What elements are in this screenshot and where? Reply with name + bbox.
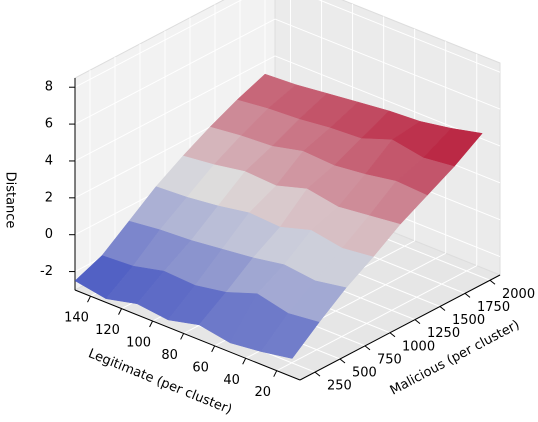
y-tick-label: 250 bbox=[327, 379, 352, 394]
tick-mark bbox=[414, 319, 421, 325]
x-tick-label: 20 bbox=[254, 385, 271, 400]
y-tick-label: 1500 bbox=[452, 313, 485, 328]
x-tick-label: 40 bbox=[223, 373, 240, 388]
z-axis-label: Distance bbox=[3, 172, 18, 229]
grid-line bbox=[74, 0, 243, 88]
tick-mark bbox=[87, 295, 91, 303]
surface-face bbox=[260, 313, 320, 359]
y-tick-label: 750 bbox=[377, 352, 402, 367]
y-tick-label: 1250 bbox=[427, 326, 460, 341]
z-tick-label: 0 bbox=[45, 227, 53, 242]
x-tick-label: 100 bbox=[126, 336, 151, 351]
x-tick-label: 140 bbox=[64, 311, 89, 326]
y-tick-label: 1000 bbox=[402, 339, 435, 354]
axis-line bbox=[299, 274, 501, 381]
z-tick-label: 6 bbox=[45, 117, 53, 132]
tick-mark bbox=[439, 306, 446, 311]
tick-mark bbox=[118, 308, 122, 315]
grid-line bbox=[318, 0, 501, 73]
z-tick-label: 2 bbox=[45, 190, 53, 205]
tick-mark bbox=[273, 370, 278, 377]
tick-mark bbox=[180, 333, 185, 340]
z-tick-label: 4 bbox=[45, 153, 53, 168]
tick-mark bbox=[489, 279, 496, 285]
z-tick-label: -2 bbox=[40, 264, 53, 279]
grid-line bbox=[74, 55, 276, 162]
x-tick-label: 80 bbox=[161, 348, 178, 363]
x-axis-label: Legitimate (per cluster) bbox=[86, 346, 234, 417]
tick-mark bbox=[364, 345, 371, 351]
tick-mark bbox=[314, 371, 321, 377]
tick-mark bbox=[389, 332, 396, 338]
tick-mark bbox=[464, 292, 471, 298]
tick-mark bbox=[242, 358, 247, 365]
grid-line bbox=[276, 265, 477, 372]
y-tick-label: 2000 bbox=[502, 287, 535, 302]
x-tick-label: 60 bbox=[192, 360, 209, 375]
y-tick-label: 1750 bbox=[477, 300, 510, 315]
grid-line bbox=[74, 18, 276, 125]
x-tick-label: 120 bbox=[95, 323, 120, 338]
z-tick-label: 8 bbox=[45, 80, 53, 95]
grid-line bbox=[274, 18, 501, 110]
tick-mark bbox=[149, 320, 154, 328]
tick-mark bbox=[339, 358, 346, 364]
axis-line bbox=[74, 289, 301, 381]
tick-mark bbox=[211, 345, 216, 353]
y-tick-label: 500 bbox=[352, 366, 377, 381]
